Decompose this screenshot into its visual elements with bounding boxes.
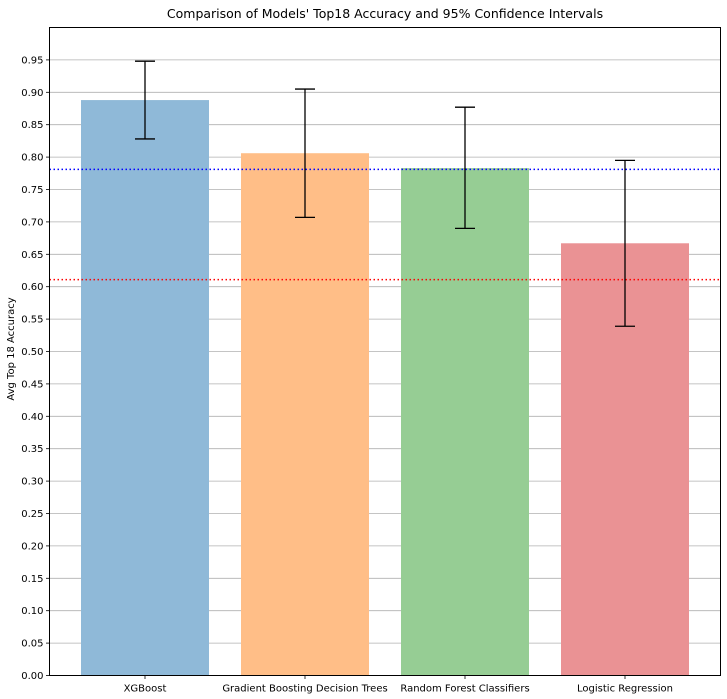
y-tick-label: 0.10 — [21, 606, 43, 617]
y-tick-label: 0.30 — [21, 477, 43, 488]
y-tick-label: 0.90 — [21, 88, 43, 99]
y-tick-label: 0.55 — [21, 315, 43, 326]
y-tick-label: 0.75 — [21, 185, 43, 196]
x-tick-label: Logistic Regression — [577, 684, 673, 695]
x-ticks: XGBoost Gradient Boosting Decision Trees R… — [124, 675, 673, 695]
error-bars — [135, 60, 635, 327]
y-tick-label: 0.45 — [21, 379, 43, 390]
y-tick-label: 0.15 — [21, 574, 43, 585]
y-tick-label: 0.20 — [21, 541, 43, 552]
y-tick-label: 0.25 — [21, 509, 43, 520]
y-tick-label: 0.05 — [21, 639, 43, 650]
y-tick-label: 0.70 — [21, 217, 43, 228]
y-tick-label: 0.80 — [21, 153, 43, 164]
bar — [241, 153, 369, 676]
x-tick-label: Gradient Boosting Decision Trees — [222, 684, 387, 695]
bars — [81, 100, 689, 676]
x-tick-label: Random Forest Classifiers — [400, 684, 529, 695]
y-tick-label: 0.35 — [21, 444, 43, 455]
y-tick-label: 0.60 — [21, 282, 43, 293]
y-axis-label: Avg Top 18 Accuracy — [6, 297, 17, 400]
chart-title: Comparison of Models' Top18 Accuracy and… — [167, 6, 603, 21]
bar — [401, 168, 529, 676]
y-tick-label: 0.50 — [21, 347, 43, 358]
y-tick-label: 0.65 — [21, 250, 43, 261]
y-tick-label: 0.40 — [21, 412, 43, 423]
y-tick-label: 0.00 — [21, 671, 43, 682]
bar — [81, 100, 209, 676]
y-ticks: 0.00 0.05 0.10 0.15 0.20 0.25 0.30 0.35 0.40 0.45… — [21, 55, 50, 682]
x-tick-label: XGBoost — [124, 684, 167, 695]
y-tick-label: 0.85 — [21, 120, 43, 131]
y-tick-label: 0.95 — [21, 55, 43, 66]
